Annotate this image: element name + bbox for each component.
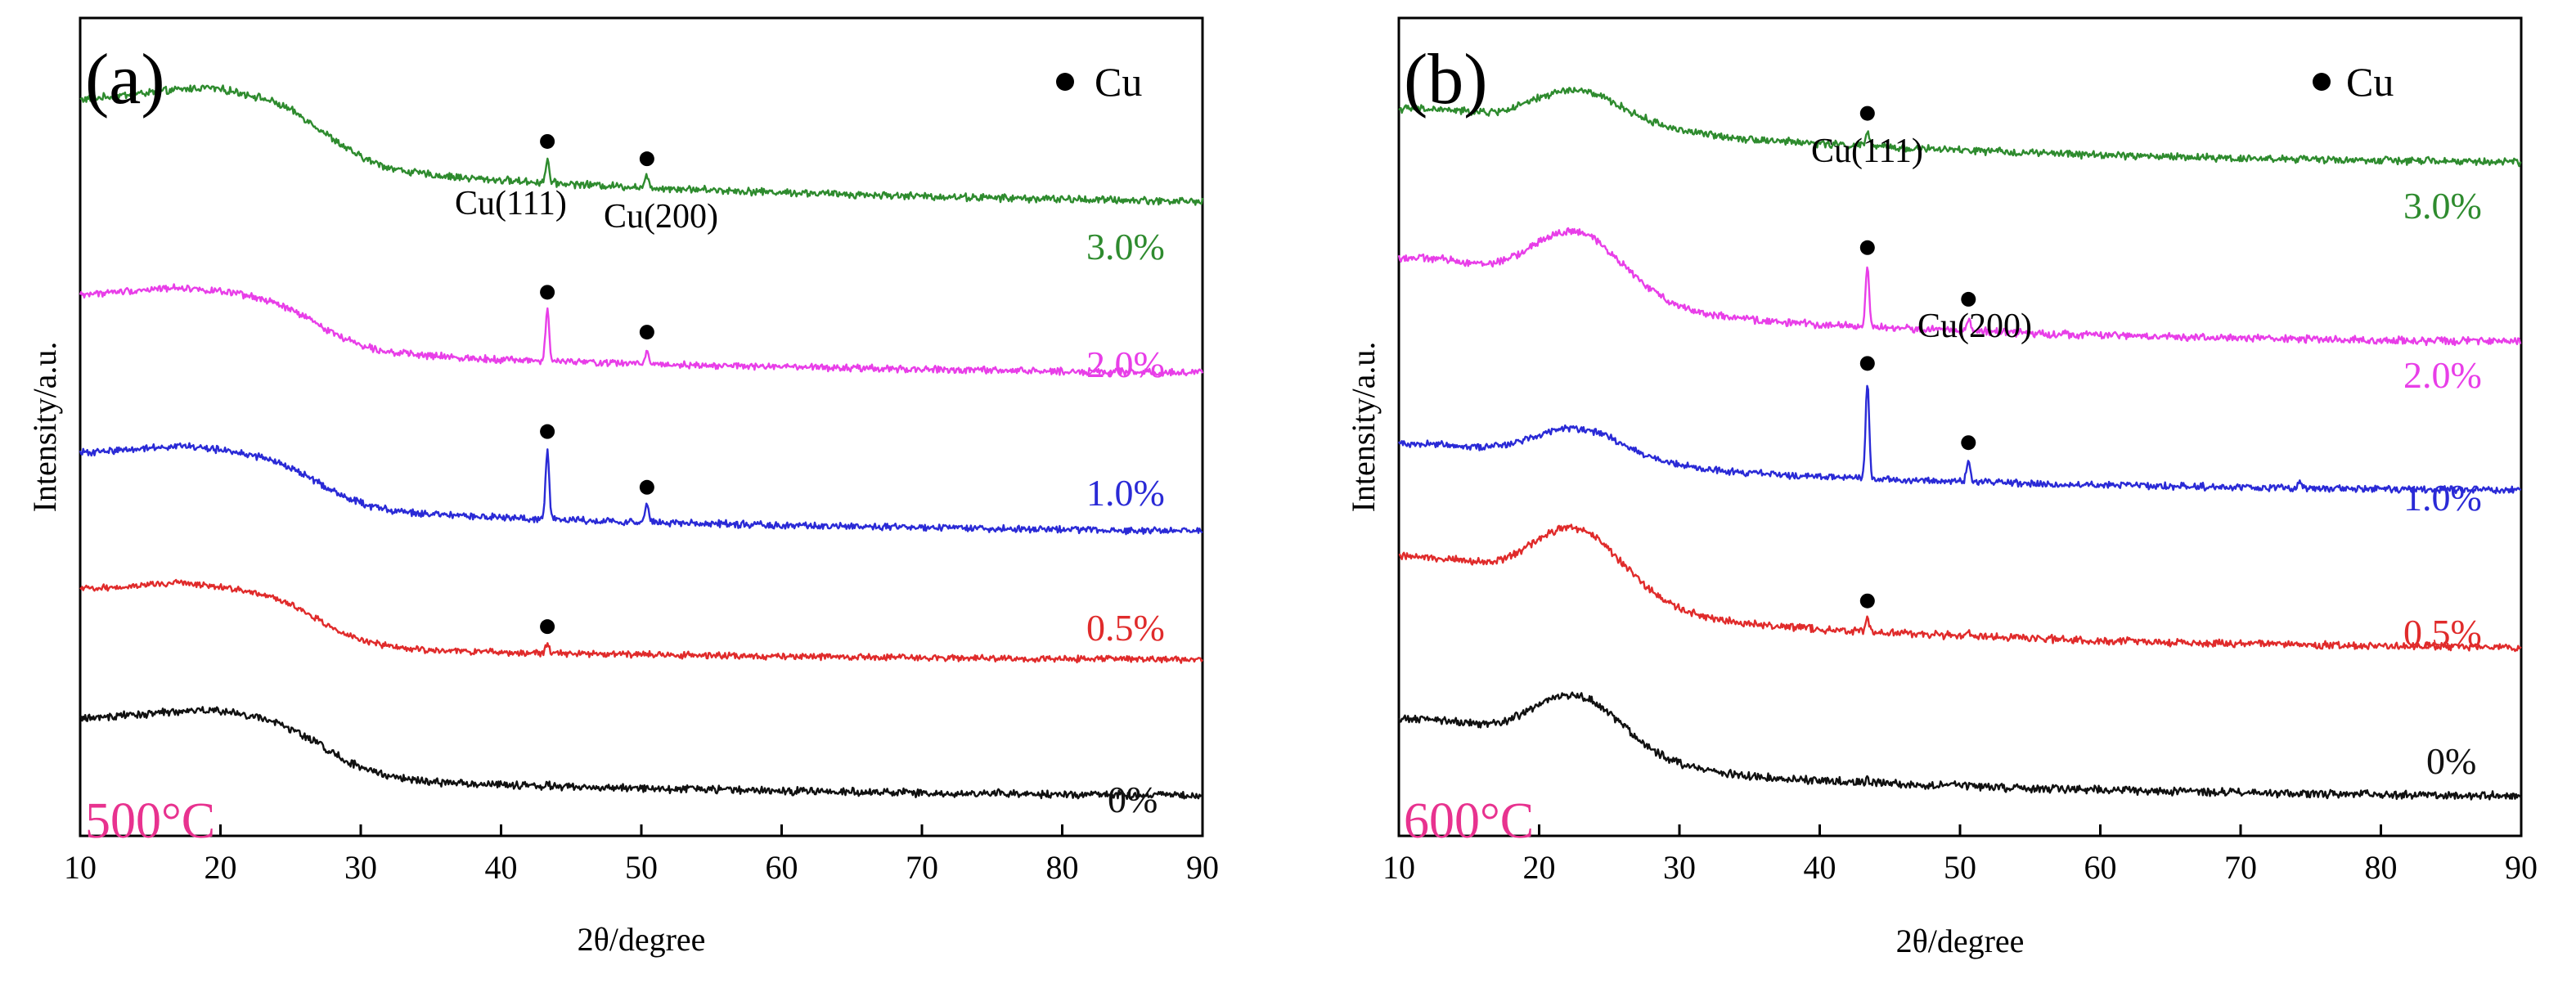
panel-b-cu-peak-marker: [1961, 291, 1976, 307]
panel-a-series-label-1: 1.0%: [1086, 472, 1165, 514]
panel-a-legend: Cu: [1056, 59, 1142, 105]
panel-b-series-label-1: 1.0%: [2403, 477, 2482, 519]
panel-b-peak-label-cu111: Cu(111): [1811, 132, 1923, 170]
panel-b-series-30-line: [1398, 87, 2522, 168]
panel-b-series-label-2: 2.0%: [2403, 354, 2482, 396]
panel-b-x-tick-label: 20: [1523, 849, 1556, 886]
panel-b-label: (b): [1404, 40, 1488, 119]
panel-b-series-10-line: [1397, 384, 2522, 495]
panel-b-x-tick-label: 80: [2365, 849, 2398, 886]
panel-b-cu-peak-marker: [1961, 435, 1976, 451]
panel-a-series-0-line: [79, 706, 1203, 801]
panel-b-curves: [1397, 87, 2522, 801]
panel-a-x-tick-label: 80: [1046, 849, 1079, 886]
panel-a-series-05-line: [79, 578, 1204, 664]
panel-b-cu-peak-marker: [1859, 240, 1875, 255]
panel-b-temperature-label: 600°C: [1404, 793, 1534, 849]
panel-a-temperature-label: 500°C: [85, 793, 215, 849]
panel-b-series-label-3: 3.0%: [2403, 185, 2482, 227]
panel-b-y-axis-title: Intensity/a.u.: [1345, 342, 1382, 513]
panel-a-x-tick-label: 60: [766, 849, 798, 886]
panel-a-series-label-0: 0%: [1108, 779, 1158, 820]
panel-b-x-axis-title: 2θ/degree: [1896, 923, 2025, 959]
panel-b-x-tick-label: 30: [1663, 849, 1696, 886]
panel-b: 10 20 30 40 50 60 70 80 90 (b) Cu Cu(111) Cu(200…: [1345, 16, 2538, 959]
panel-b-series-20-line: [1397, 227, 2522, 347]
panel-a-peak-label-cu111: Cu(111): [455, 185, 567, 222]
panel-a-x-tick-label: 10: [64, 849, 97, 886]
panel-b-cu-peak-marker: [1859, 106, 1875, 121]
panel-a-cu-peak-marker: [639, 325, 654, 340]
panel-a-cu-peak-marker: [639, 479, 654, 495]
panel-a-series-label-2: 2.0%: [1086, 344, 1165, 385]
panel-a-legend-label: Cu: [1095, 59, 1142, 105]
panel-a-series-10-line: [79, 442, 1203, 536]
panel-b-series-0-line: [1397, 691, 2522, 801]
panel-a-y-axis-title: Intensity/a.u.: [26, 342, 63, 513]
panel-a-cu-peak-marker: [540, 285, 555, 300]
panel-a-series-label-3: 3.0%: [1086, 226, 1165, 267]
panel-b-x-tick-label: 50: [1944, 849, 1976, 886]
panel-a-peak-markers: [540, 133, 654, 635]
panel-a: 10 20 30 40 50 60 70 80 90 (a) Cu Cu(111) Cu(200…: [26, 16, 1219, 958]
panel-b-x-tick-label: 40: [1804, 849, 1836, 886]
panel-a-x-axis-title: 2θ/degree: [578, 921, 706, 958]
panel-a-peak-label-cu200: Cu(200): [604, 198, 718, 236]
panel-a-cu-peak-marker: [639, 151, 654, 167]
panel-b-x-tick-label: 60: [2084, 849, 2117, 886]
panel-b-series-05-line: [1398, 523, 2522, 653]
panel-b-cu-peak-marker: [1859, 593, 1875, 609]
panel-a-cu-peak-marker: [540, 424, 555, 439]
panel-a-label: (a): [85, 40, 165, 119]
panel-b-x-ticks: 10 20 30 40 50 60 70 80 90: [1382, 824, 2538, 886]
panel-b-series-label-0: 0%: [2426, 740, 2476, 782]
panel-a-x-tick-label: 70: [906, 849, 938, 886]
panel-a-x-tick-label: 40: [485, 849, 518, 886]
panel-b-legend: Cu: [2313, 59, 2394, 105]
panel-b-x-tick-label: 70: [2224, 849, 2257, 886]
panel-a-series-20-line: [79, 283, 1204, 377]
panel-a-x-tick-label: 90: [1186, 849, 1219, 886]
panel-a-series-30-line: [79, 84, 1204, 206]
panel-a-x-tick-label: 50: [625, 849, 658, 886]
panel-a-series-label-05: 0.5%: [1086, 607, 1165, 649]
panel-a-cu-peak-marker: [540, 133, 555, 149]
panel-a-x-tick-label: 20: [205, 849, 237, 886]
panel-a-cu-peak-marker: [540, 619, 555, 635]
panel-a-legend-marker: [1056, 73, 1074, 91]
panel-a-curves: [79, 84, 1204, 801]
panel-a-plot-frame: [79, 16, 1204, 838]
panel-b-x-tick-label: 90: [2505, 849, 2538, 886]
panel-b-series-label-05: 0.5%: [2403, 612, 2482, 653]
panel-b-x-tick-label: 10: [1382, 849, 1415, 886]
panel-b-legend-label: Cu: [2346, 59, 2394, 105]
panel-a-x-tick-label: 30: [344, 849, 377, 886]
panel-b-cu-peak-marker: [1859, 356, 1875, 371]
panel-b-peak-label-cu200: Cu(200): [1917, 308, 2032, 345]
panel-b-peak-markers: [1859, 106, 1976, 609]
panel-b-legend-marker: [2313, 73, 2331, 91]
panel-a-x-ticks: 10 20 30 40 50 60 70 80 90: [64, 824, 1219, 886]
